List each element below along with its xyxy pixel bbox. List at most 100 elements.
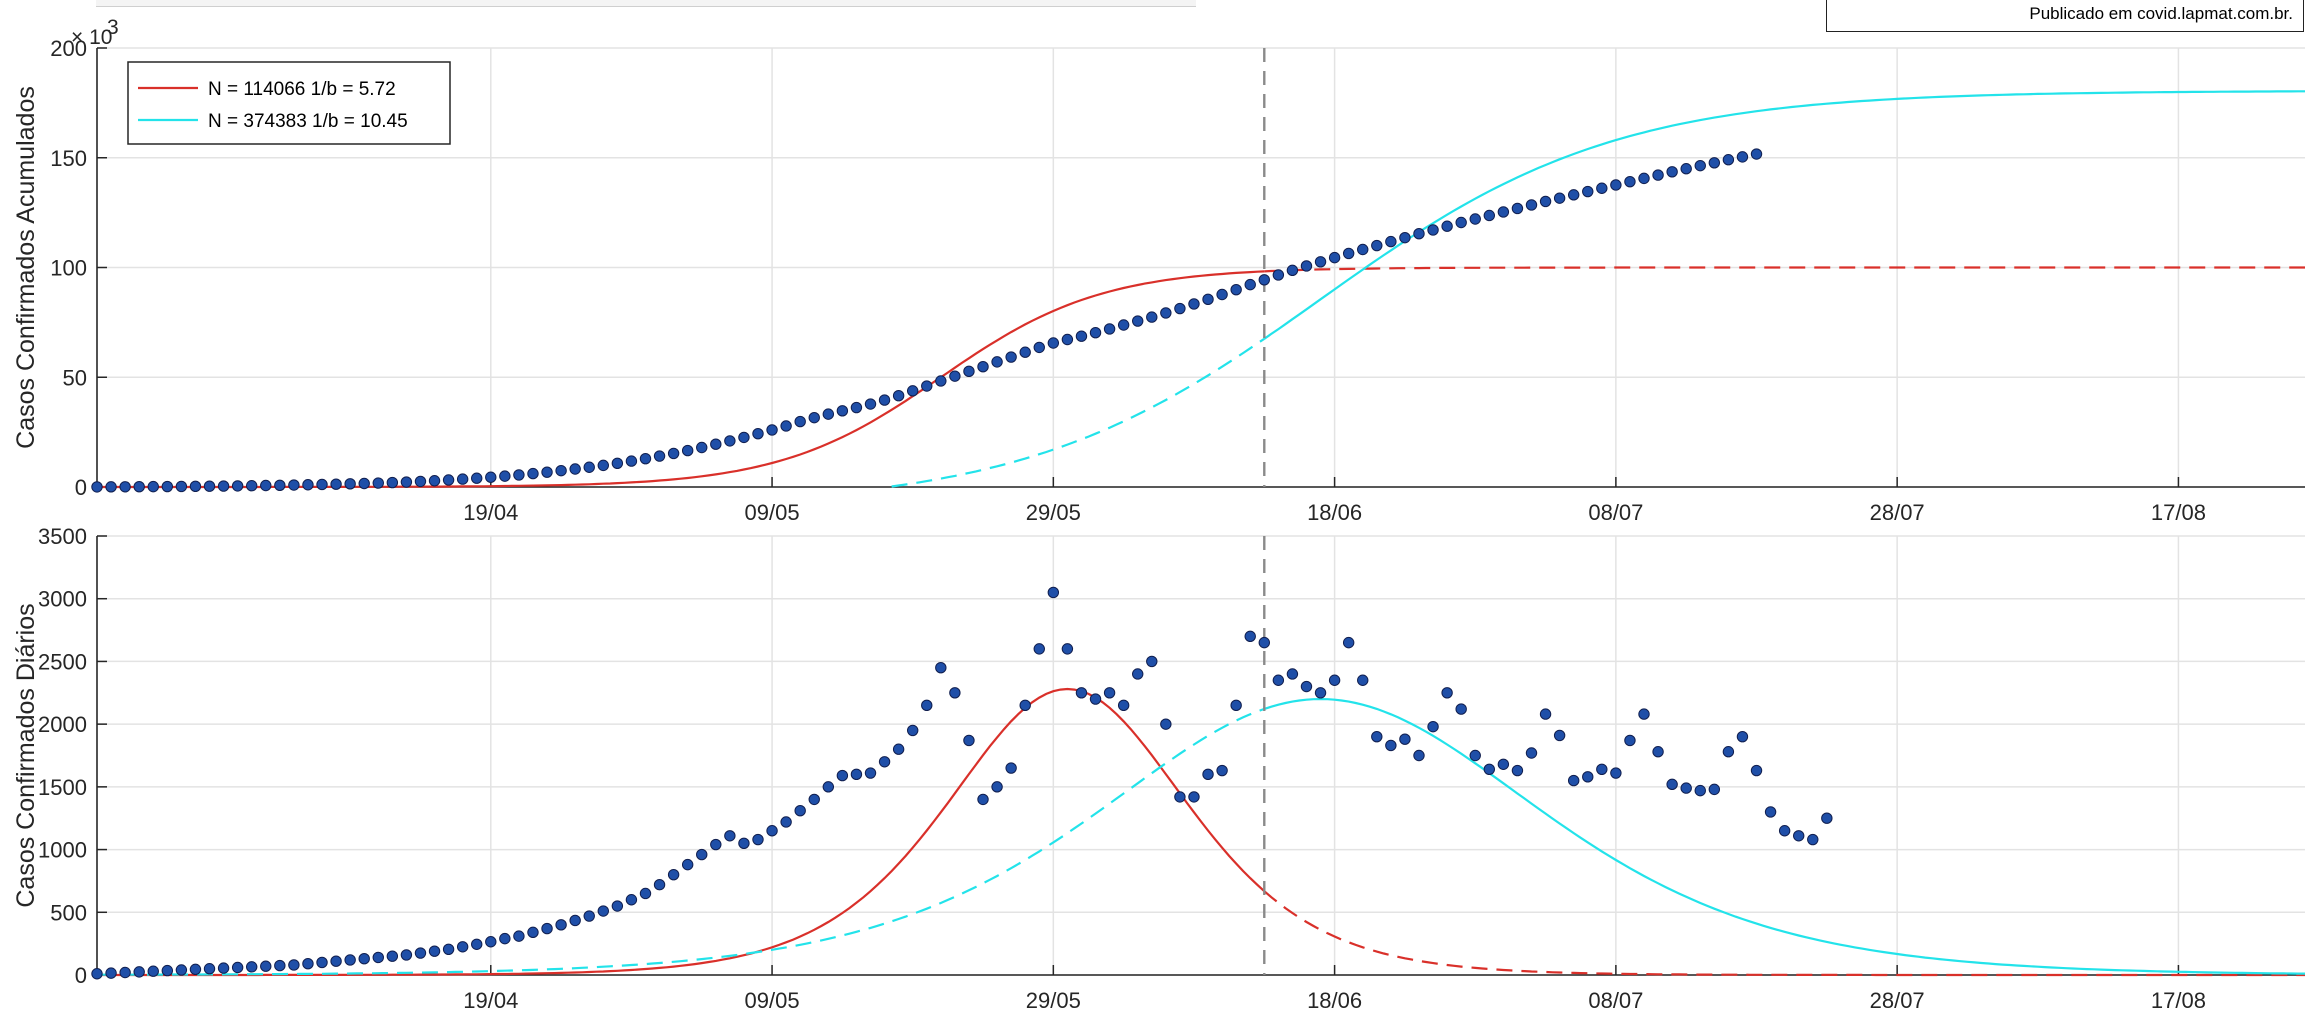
data-point bbox=[907, 386, 917, 396]
data-point bbox=[359, 478, 369, 488]
data-point bbox=[1358, 244, 1368, 254]
data-point bbox=[626, 456, 636, 466]
data-point bbox=[415, 476, 425, 486]
data-point bbox=[457, 942, 467, 952]
data-point bbox=[697, 849, 707, 859]
data-point bbox=[837, 406, 847, 416]
data-point bbox=[1611, 768, 1621, 778]
y-tick-label: 2000 bbox=[38, 712, 87, 737]
data-point bbox=[1470, 214, 1480, 224]
data-point bbox=[1245, 279, 1255, 289]
data-point bbox=[1189, 299, 1199, 309]
data-point bbox=[1568, 775, 1578, 785]
data-point bbox=[1808, 834, 1818, 844]
legend-label: N = 374383 1/b = 10.45 bbox=[208, 111, 408, 132]
data-point bbox=[261, 961, 271, 971]
data-point bbox=[387, 951, 397, 961]
data-point bbox=[1076, 688, 1086, 698]
data-point bbox=[1526, 200, 1536, 210]
data-point bbox=[247, 962, 257, 972]
data-point bbox=[500, 933, 510, 943]
data-point bbox=[148, 966, 158, 976]
x-tick-label: 29/05 bbox=[1026, 500, 1081, 525]
data-point bbox=[598, 906, 608, 916]
data-point bbox=[1414, 228, 1424, 238]
data-point bbox=[795, 416, 805, 426]
data-point bbox=[865, 399, 875, 409]
data-point bbox=[542, 467, 552, 477]
data-point bbox=[992, 782, 1002, 792]
data-point bbox=[922, 700, 932, 710]
data-point bbox=[443, 475, 453, 485]
data-point bbox=[1765, 807, 1775, 817]
data-point bbox=[1273, 270, 1283, 280]
data-point bbox=[753, 834, 763, 844]
data-point bbox=[697, 442, 707, 452]
data-point bbox=[1161, 719, 1171, 729]
data-point bbox=[922, 381, 932, 391]
x-tick-label: 18/06 bbox=[1307, 500, 1362, 525]
data-point bbox=[1400, 232, 1410, 242]
data-point bbox=[1681, 783, 1691, 793]
data-point bbox=[626, 895, 636, 905]
data-point bbox=[1737, 731, 1747, 741]
data-point bbox=[1653, 747, 1663, 757]
data-point bbox=[1034, 644, 1044, 654]
data-point bbox=[893, 390, 903, 400]
data-point bbox=[1217, 289, 1227, 299]
data-point bbox=[401, 477, 411, 487]
data-point bbox=[1189, 792, 1199, 802]
data-point bbox=[1343, 248, 1353, 258]
data-point bbox=[654, 879, 664, 889]
data-point bbox=[472, 473, 482, 483]
data-point bbox=[232, 481, 242, 491]
data-point bbox=[1104, 688, 1114, 698]
plot-area bbox=[97, 536, 2305, 975]
data-point bbox=[1667, 167, 1677, 177]
data-point bbox=[190, 964, 200, 974]
data-point bbox=[472, 939, 482, 949]
data-point bbox=[1076, 331, 1086, 341]
data-point bbox=[1540, 709, 1550, 719]
data-point bbox=[823, 409, 833, 419]
data-point bbox=[1372, 731, 1382, 741]
data-point bbox=[457, 474, 467, 484]
data-point bbox=[682, 859, 692, 869]
data-point bbox=[781, 421, 791, 431]
data-point bbox=[950, 688, 960, 698]
data-point bbox=[739, 432, 749, 442]
data-point bbox=[1625, 176, 1635, 186]
data-point bbox=[1203, 769, 1213, 779]
y-tick-label: 1000 bbox=[38, 838, 87, 863]
data-point bbox=[1161, 308, 1171, 318]
x-tick-label: 29/05 bbox=[1026, 988, 1081, 1013]
data-point bbox=[1484, 764, 1494, 774]
y-tick-label: 100 bbox=[50, 256, 87, 281]
x-tick-label: 17/08 bbox=[2151, 500, 2206, 525]
data-point bbox=[218, 481, 228, 491]
data-point bbox=[767, 826, 777, 836]
legend-label: N = 114066 1/b = 5.72 bbox=[208, 79, 396, 100]
data-point bbox=[1133, 316, 1143, 326]
data-point bbox=[978, 362, 988, 372]
y-tick-label: 1500 bbox=[38, 775, 87, 800]
data-point bbox=[500, 471, 510, 481]
data-point bbox=[1695, 160, 1705, 170]
y-tick-label: 150 bbox=[50, 146, 87, 171]
data-point bbox=[92, 482, 102, 492]
data-point bbox=[331, 479, 341, 489]
data-point bbox=[936, 663, 946, 673]
data-point bbox=[106, 968, 116, 978]
data-point bbox=[640, 453, 650, 463]
data-point bbox=[556, 465, 566, 475]
data-point bbox=[401, 950, 411, 960]
data-point bbox=[1456, 217, 1466, 227]
data-point bbox=[176, 481, 186, 491]
data-point bbox=[1428, 721, 1438, 731]
data-point bbox=[570, 464, 580, 474]
data-point bbox=[1653, 170, 1663, 180]
data-point bbox=[1597, 183, 1607, 193]
data-point bbox=[1062, 334, 1072, 344]
data-point bbox=[907, 725, 917, 735]
data-point bbox=[1498, 207, 1508, 217]
